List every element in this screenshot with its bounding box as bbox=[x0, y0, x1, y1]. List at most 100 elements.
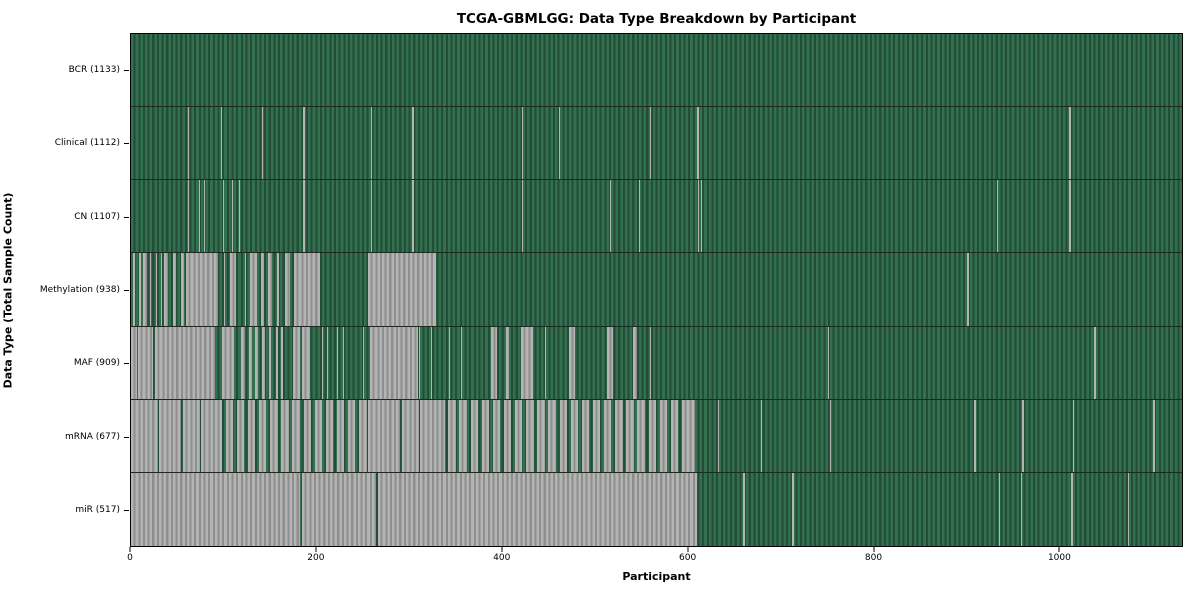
x-tick-label: 1000 bbox=[1047, 553, 1071, 563]
absent-segment bbox=[314, 399, 323, 472]
y-tick-label: Clinical (1112) bbox=[54, 138, 120, 149]
absent-segment bbox=[160, 253, 162, 326]
absent-segment bbox=[187, 107, 190, 180]
absent-segment bbox=[281, 326, 284, 399]
y-tick-label: BCR (1133) bbox=[68, 64, 120, 75]
absent-segment bbox=[697, 180, 699, 253]
row-clinical bbox=[131, 107, 1182, 181]
absent-segment bbox=[544, 326, 546, 399]
absent-segment bbox=[448, 399, 456, 472]
absent-segment bbox=[241, 326, 246, 399]
row-maf bbox=[131, 326, 1182, 400]
absent-segment bbox=[131, 326, 137, 399]
absent-segment bbox=[1068, 107, 1071, 180]
absent-segment bbox=[138, 326, 154, 399]
y-axis-labels: BCR (1133) Clinical (1112) CN (1107) Methyl… bbox=[0, 0, 129, 600]
absent-segment bbox=[515, 399, 523, 472]
absent-segment bbox=[150, 253, 152, 326]
absent-segment bbox=[459, 399, 467, 472]
absent-segment bbox=[419, 326, 421, 399]
absent-segment bbox=[659, 399, 668, 472]
plot-area: Present Absent bbox=[130, 33, 1183, 547]
absent-segment bbox=[336, 326, 338, 399]
absent-segment bbox=[276, 253, 280, 326]
absent-segment bbox=[606, 326, 614, 399]
y-tick-mark bbox=[124, 216, 129, 218]
absent-segment bbox=[1072, 399, 1075, 472]
absent-segment bbox=[325, 399, 334, 472]
y-tick-mark bbox=[124, 143, 129, 145]
absent-segment bbox=[412, 107, 414, 180]
x-tick-mark bbox=[129, 547, 131, 552]
y-tick-mark bbox=[124, 69, 129, 71]
absent-segment bbox=[236, 399, 245, 472]
absent-segment bbox=[548, 399, 556, 472]
x-axis-title: Participant bbox=[622, 570, 691, 583]
absent-segment bbox=[470, 399, 478, 472]
absent-segment bbox=[830, 399, 832, 472]
absent-segment bbox=[1020, 472, 1022, 546]
absent-segment bbox=[377, 472, 697, 546]
y-tick-label: CN (1107) bbox=[74, 211, 120, 222]
absent-segment bbox=[609, 180, 612, 253]
x-tick-label: 800 bbox=[864, 553, 883, 563]
absent-segment bbox=[222, 180, 224, 253]
absent-segment bbox=[650, 326, 652, 399]
row-mrna bbox=[131, 399, 1182, 473]
absent-segment bbox=[158, 399, 182, 472]
absent-segment bbox=[131, 472, 300, 546]
absent-segment bbox=[302, 107, 306, 180]
absent-segment bbox=[1068, 180, 1071, 253]
absent-segment bbox=[792, 472, 795, 546]
absent-segment bbox=[974, 399, 977, 472]
absent-segment bbox=[505, 326, 510, 399]
absent-segment bbox=[481, 399, 490, 472]
x-tick-label: 200 bbox=[307, 553, 325, 563]
absent-segment bbox=[326, 326, 328, 399]
y-tick-label: miR (517) bbox=[75, 505, 120, 516]
absent-segment bbox=[172, 253, 176, 326]
absent-segment bbox=[537, 399, 545, 472]
x-tick-label: 600 bbox=[679, 553, 697, 563]
absent-segment bbox=[639, 180, 641, 253]
absent-segment bbox=[362, 326, 364, 399]
absent-segment bbox=[270, 399, 278, 472]
absent-segment bbox=[368, 399, 400, 472]
absent-segment bbox=[269, 326, 272, 399]
absent-segment bbox=[461, 326, 463, 399]
absent-segment bbox=[131, 399, 158, 472]
y-tick-label: MAF (909) bbox=[73, 358, 120, 369]
absent-segment bbox=[650, 107, 652, 180]
absent-segment bbox=[185, 253, 219, 326]
absent-segment bbox=[701, 180, 703, 253]
absent-segment bbox=[604, 399, 612, 472]
absent-segment bbox=[261, 107, 263, 180]
absent-segment bbox=[682, 399, 695, 472]
row-methylation bbox=[131, 253, 1182, 327]
absent-segment bbox=[198, 180, 200, 253]
absent-segment bbox=[615, 399, 623, 472]
absent-segment bbox=[247, 399, 256, 472]
absent-segment bbox=[760, 399, 762, 472]
absent-segment bbox=[520, 326, 533, 399]
y-tick-mark bbox=[124, 363, 129, 365]
absent-segment bbox=[343, 326, 345, 399]
absent-segment bbox=[302, 180, 306, 253]
y-tick-mark bbox=[124, 510, 129, 512]
absent-segment bbox=[200, 107, 202, 180]
absent-segment bbox=[293, 326, 300, 399]
absent-segment bbox=[139, 253, 142, 326]
absent-segment bbox=[223, 253, 225, 326]
absent-segment bbox=[249, 253, 258, 326]
absent-segment bbox=[371, 180, 373, 253]
absent-segment bbox=[281, 399, 289, 472]
absent-segment bbox=[503, 399, 512, 472]
absent-segment bbox=[132, 253, 135, 326]
absent-segment bbox=[696, 107, 699, 180]
absent-segment bbox=[232, 180, 234, 253]
chart-title: TCGA-GBMLGG: Data Type Breakdown by Part… bbox=[456, 11, 857, 27]
absent-segment bbox=[155, 326, 216, 399]
absent-segment bbox=[182, 399, 200, 472]
absent-segment bbox=[420, 399, 445, 472]
